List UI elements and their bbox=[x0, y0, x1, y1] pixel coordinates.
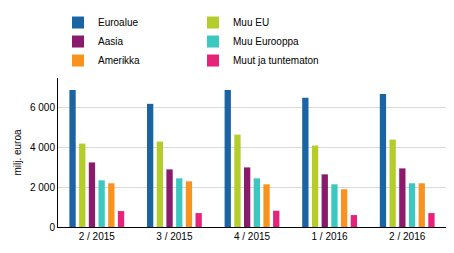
svg-text:Aasia: Aasia bbox=[98, 36, 123, 47]
svg-text:6 000: 6 000 bbox=[30, 102, 55, 113]
svg-text:Amerikka: Amerikka bbox=[98, 55, 140, 66]
svg-text:Muu Eurooppa: Muu Eurooppa bbox=[233, 36, 299, 47]
svg-text:0: 0 bbox=[49, 222, 55, 233]
svg-text:4 / 2015: 4 / 2015 bbox=[234, 231, 271, 242]
svg-text:Euroalue: Euroalue bbox=[98, 17, 138, 28]
svg-text:4 000: 4 000 bbox=[30, 142, 55, 153]
svg-text:Muut ja tuntematon: Muut ja tuntematon bbox=[233, 55, 319, 66]
svg-text:2 / 2016: 2 / 2016 bbox=[389, 231, 426, 242]
svg-text:milj. euroa: milj. euroa bbox=[12, 129, 23, 176]
svg-text:3 / 2015: 3 / 2015 bbox=[156, 231, 193, 242]
svg-text:2 / 2015: 2 / 2015 bbox=[79, 231, 116, 242]
svg-text:Muu EU: Muu EU bbox=[233, 17, 269, 28]
svg-text:1 / 2016: 1 / 2016 bbox=[312, 231, 349, 242]
svg-text:2 000: 2 000 bbox=[30, 182, 55, 193]
